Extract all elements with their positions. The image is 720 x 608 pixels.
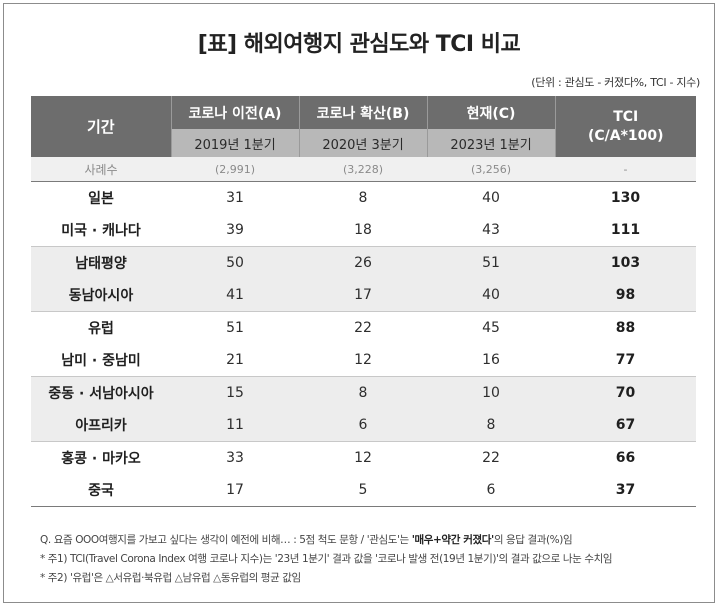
- cell-a: 21: [226, 352, 244, 368]
- cell-a: 39: [226, 222, 244, 238]
- cell-tci: 130: [610, 190, 641, 206]
- footnote-1: * 주1) TCI(Travel Corona Index 여행 코로나 지수)…: [40, 553, 613, 565]
- cases-a: (2,991): [171, 157, 299, 182]
- row-label: 일본: [88, 191, 114, 207]
- header-col-a: 코로나 이전(A): [171, 96, 300, 129]
- row-label: 중국: [31, 474, 171, 507]
- table-card: [표] 해외여행지 관심도와 TCI 비교 (단위 : 관심도 - 커졌다%, …: [3, 3, 715, 603]
- cell-c: 16: [482, 352, 500, 368]
- table-row: 남태평양 50 26 51 103: [31, 246, 696, 279]
- cell-c: 22: [427, 441, 555, 474]
- cases-c: (3,256): [427, 157, 555, 182]
- header-col-c: 현재(C): [427, 96, 556, 129]
- row-label: 동남아시아: [31, 279, 171, 312]
- cases-row: 사례수 (2,991) (3,228) (3,256) -: [31, 157, 696, 182]
- unit-note: (단위 : 관심도 - 커졌다%, TCI - 지수): [531, 76, 700, 89]
- row-label: 남미 · 중남미: [61, 353, 141, 369]
- cell-c: 10: [427, 376, 555, 409]
- cell-b: 26: [299, 246, 427, 279]
- row-label: 아프리카: [31, 409, 171, 442]
- header-col-b: 코로나 확산(B): [299, 96, 428, 129]
- row-label: 중동 · 서남아시아: [31, 376, 171, 409]
- table-row: 미국 · 캐나다 39 18 43 111: [31, 214, 696, 247]
- cell-a: 33: [171, 441, 299, 474]
- cell-a: 31: [226, 190, 244, 206]
- cell-tci: 66: [555, 441, 696, 474]
- table-title: [표] 해외여행지 관심도와 TCI 비교: [197, 32, 521, 57]
- cell-c: 8: [427, 409, 555, 442]
- question-note-emphasis: '매우+약간 커졌다': [411, 534, 495, 546]
- cell-b: 17: [299, 279, 427, 312]
- cell-tci: 111: [610, 222, 641, 238]
- header-sub-a: 2019년 1분기: [171, 129, 300, 157]
- cases-b: (3,228): [299, 157, 427, 182]
- comparison-table: 기간 코로나 이전(A) 코로나 확산(B) 현재(C) TCI (C/A*10…: [31, 96, 696, 507]
- question-note-text: Q. 요즘 OOO여행지를 가보고 싶다는 생각이 예전에 비해… : 5점 척…: [40, 534, 412, 546]
- header-sub-b: 2020년 3분기: [299, 129, 428, 157]
- table-row: 일본 31 8 40 130: [31, 182, 696, 215]
- cell-b: 8: [358, 190, 368, 206]
- cell-tci: 88: [555, 311, 696, 344]
- table-row: 아프리카 11 6 8 67: [31, 409, 696, 442]
- table-row: 동남아시아 41 17 40 98: [31, 279, 696, 312]
- table-row: 중국 17 5 6 37: [31, 474, 696, 507]
- row-label: 남태평양: [31, 246, 171, 279]
- footnotes: Q. 요즘 OOO여행지를 가보고 싶다는 생각이 예전에 비해… : 5점 척…: [40, 531, 613, 588]
- table-row: 남미 · 중남미 21 12 16 77: [31, 344, 696, 377]
- table-row: 유럽 51 22 45 88: [31, 311, 696, 344]
- cell-b: 8: [299, 376, 427, 409]
- cell-b: 22: [299, 311, 427, 344]
- cell-b: 12: [299, 441, 427, 474]
- cell-a: 15: [171, 376, 299, 409]
- cell-tci: 70: [555, 376, 696, 409]
- cell-tci: 98: [555, 279, 696, 312]
- row-label: 유럽: [31, 311, 171, 344]
- cell-a: 11: [171, 409, 299, 442]
- cell-tci: 77: [615, 352, 636, 368]
- cell-a: 50: [171, 246, 299, 279]
- question-note: Q. 요즘 OOO여행지를 가보고 싶다는 생각이 예전에 비해… : 5점 척…: [40, 531, 612, 550]
- cell-c: 40: [482, 190, 500, 206]
- cell-tci: 37: [555, 474, 696, 507]
- header-col-tci: TCI (C/A*100): [555, 96, 696, 157]
- cell-c: 6: [427, 474, 555, 507]
- cell-c: 40: [427, 279, 555, 312]
- row-label: 미국 · 캐나다: [61, 223, 141, 239]
- cell-a: 41: [171, 279, 299, 312]
- row-label: 홍콩 · 마카오: [31, 441, 171, 474]
- cell-c: 43: [482, 222, 500, 238]
- cell-b: 18: [354, 222, 372, 238]
- cases-tci: -: [555, 157, 696, 182]
- cases-label: 사례수: [31, 157, 171, 182]
- cell-c: 51: [427, 246, 555, 279]
- cell-b: 6: [299, 409, 427, 442]
- table-row: 중동 · 서남아시아 15 8 10 70: [31, 376, 696, 409]
- header-period: 기간: [31, 96, 172, 157]
- cell-b: 12: [354, 352, 372, 368]
- cell-c: 45: [427, 311, 555, 344]
- table-row: 홍콩 · 마카오 33 12 22 66: [31, 441, 696, 474]
- cell-b: 5: [299, 474, 427, 507]
- cell-a: 17: [171, 474, 299, 507]
- cell-tci: 103: [555, 246, 696, 279]
- cell-a: 51: [171, 311, 299, 344]
- footnote-2: * 주2) '유럽'은 △서유럽·북유럽 △남유럽 △동유럽의 평균 값임: [40, 572, 301, 584]
- header-sub-c: 2023년 1분기: [427, 129, 556, 157]
- cell-tci: 67: [555, 409, 696, 442]
- question-note-tail: 의 응답 결과(%)임: [493, 534, 573, 546]
